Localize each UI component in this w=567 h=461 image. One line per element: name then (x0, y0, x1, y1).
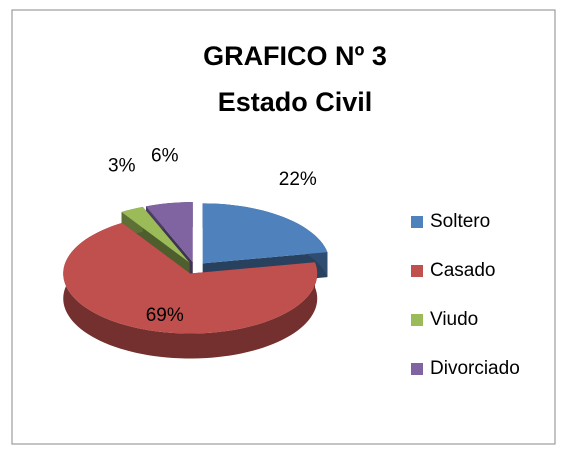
data-label: 69% (146, 305, 184, 326)
legend-label: Divorciado (430, 358, 520, 379)
chart-title: GRAFICO Nº 3 (203, 41, 387, 71)
slice (202, 203, 328, 264)
pie-tops (63, 202, 328, 334)
legend-label: Soltero (430, 211, 490, 232)
legend-swatch (411, 265, 423, 277)
data-label: 3% (108, 156, 136, 177)
slice (121, 206, 190, 263)
legend-swatch (411, 216, 423, 228)
chart-subtitle: Estado Civil (218, 87, 373, 117)
legend-swatch (411, 363, 423, 375)
slice (63, 222, 318, 334)
slice (145, 202, 193, 263)
legend-label: Casado (430, 260, 496, 281)
legend-label: Viudo (430, 309, 478, 330)
legend-swatch (411, 314, 423, 326)
data-label: 22% (279, 169, 317, 190)
data-label: 6% (151, 145, 179, 166)
